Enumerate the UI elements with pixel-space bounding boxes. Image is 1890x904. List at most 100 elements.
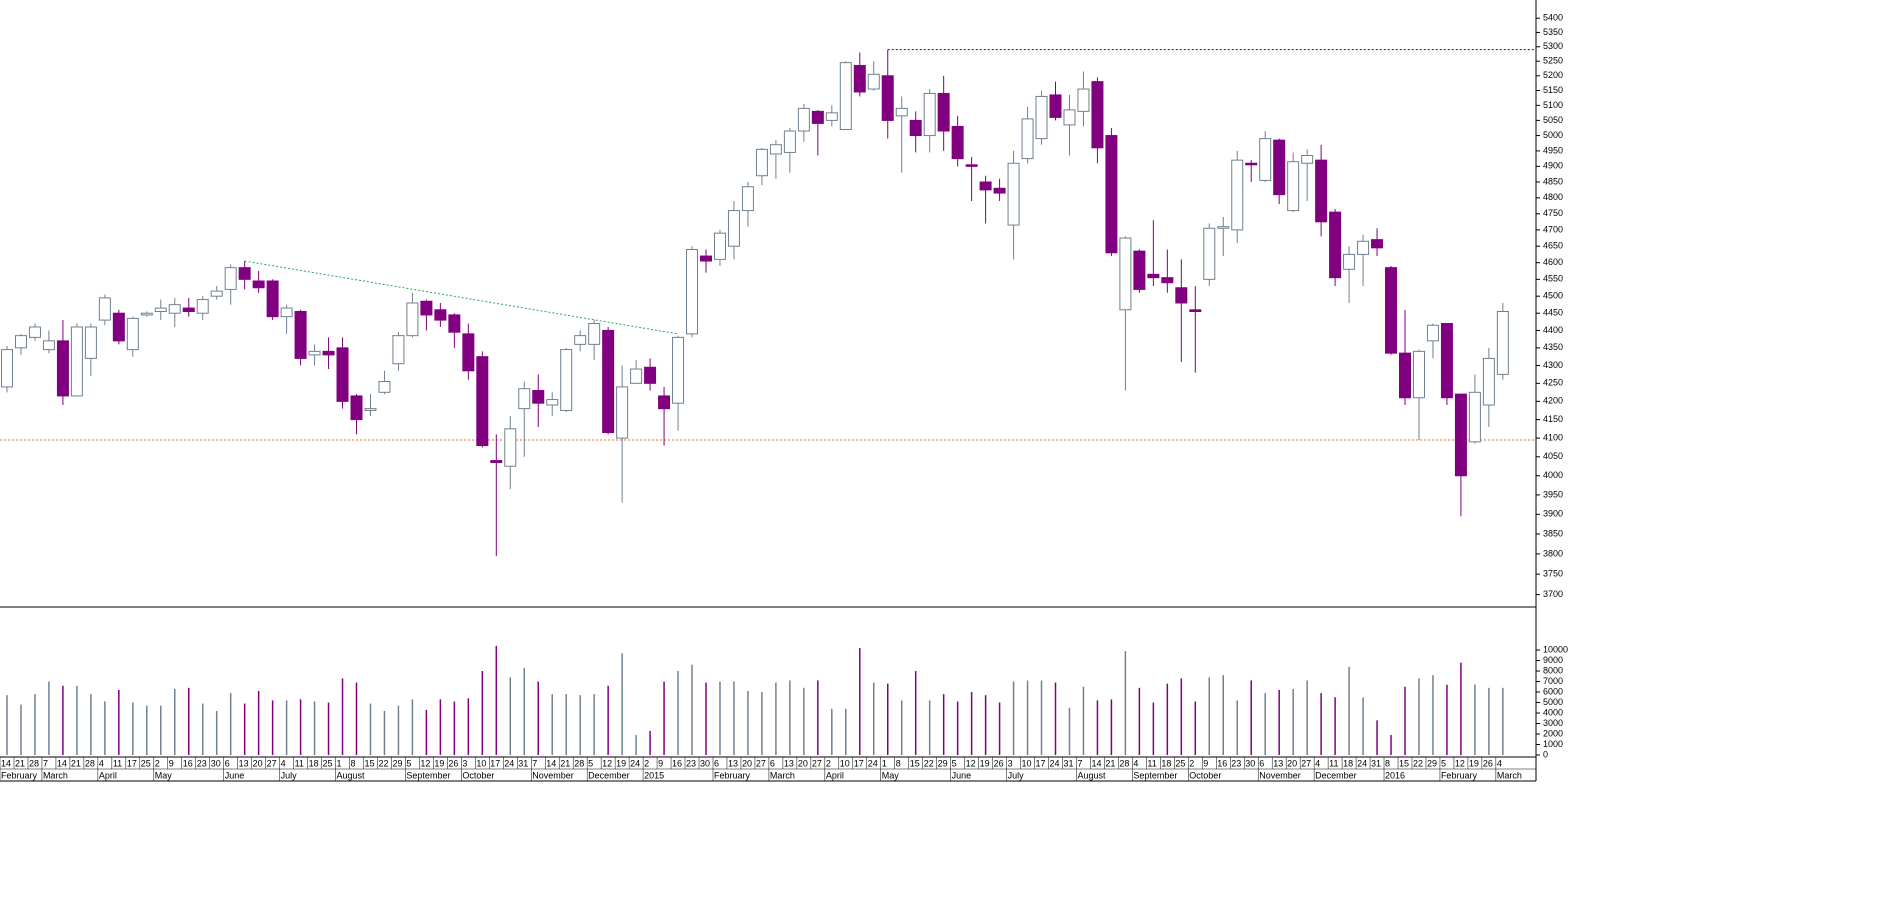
x-tick-label: 12 (966, 758, 976, 768)
y-tick-label: 4250 (1543, 378, 1563, 388)
month-label: March (770, 770, 795, 780)
x-tick-label: 17 (854, 758, 864, 768)
x-tick-label: 18 (1161, 758, 1171, 768)
y-tick-label: 4100 (1543, 432, 1563, 442)
candle-body (490, 460, 503, 463)
y-tick-label: 4650 (1543, 241, 1563, 251)
candle-body (182, 307, 195, 313)
x-tick-label: 24 (1357, 758, 1367, 768)
candle-body (476, 356, 489, 447)
candle-body (140, 312, 153, 316)
candle-body (84, 326, 97, 359)
y-tick-label: 10000 (1543, 644, 1568, 654)
month-label: February (1, 770, 38, 780)
x-tick-label: 28 (29, 758, 39, 768)
x-tick-label: 13 (239, 758, 249, 768)
candle-body (1147, 273, 1160, 279)
x-tick-label: 15 (1399, 758, 1409, 768)
month-label: December (1315, 770, 1357, 780)
x-tick-label: 30 (211, 758, 221, 768)
x-tick-label: 26 (448, 758, 458, 768)
x-tick-label: 21 (71, 758, 81, 768)
candle-body (448, 314, 461, 333)
x-tick-label: 7 (43, 758, 48, 768)
x-tick-label: 14 (1091, 758, 1101, 768)
candle-body (630, 368, 643, 384)
y-tick-label: 9000 (1543, 655, 1563, 665)
candle-body (1412, 350, 1425, 399)
candle-body (518, 388, 531, 410)
x-tick-label: 7 (1077, 758, 1082, 768)
candle-body (602, 329, 615, 434)
y-tick-label: 5150 (1543, 85, 1563, 95)
x-tick-label: 12 (602, 758, 612, 768)
candle-body (224, 267, 237, 290)
candle-body (1287, 161, 1300, 212)
candle-body (1454, 393, 1467, 477)
x-tick-label: 27 (812, 758, 822, 768)
y-tick-label: 4950 (1543, 145, 1563, 155)
y-tick-label: 4600 (1543, 257, 1563, 267)
x-tick-label: 6 (714, 758, 719, 768)
candle-body (252, 280, 265, 289)
candle-body (560, 349, 573, 411)
x-tick-label: 6 (225, 758, 230, 768)
y-tick-label: 7000 (1543, 676, 1563, 686)
month-label: August (1077, 770, 1106, 780)
x-tick-label: 21 (1105, 758, 1115, 768)
candle-body (1301, 155, 1314, 164)
x-tick-label: 31 (518, 758, 528, 768)
month-label: February (714, 770, 751, 780)
x-tick-label: 16 (672, 758, 682, 768)
month-label: December (588, 770, 630, 780)
month-label: November (532, 770, 574, 780)
candle-body (727, 210, 740, 247)
candle-body (280, 307, 293, 318)
candle-body (238, 267, 251, 280)
month-label: September (406, 770, 450, 780)
y-tick-label: 5100 (1543, 100, 1563, 110)
x-tick-label: 8 (896, 758, 901, 768)
y-tick-label: 4700 (1543, 224, 1563, 234)
candle-body (853, 65, 866, 93)
x-tick-label: 15 (910, 758, 920, 768)
x-tick-label: 27 (267, 758, 277, 768)
month-label: October (1189, 770, 1221, 780)
x-tick-label: 14 (1, 758, 11, 768)
x-tick-label: 29 (392, 758, 402, 768)
candle-body (1385, 267, 1398, 354)
x-tick-label: 30 (700, 758, 710, 768)
candle-body (1161, 277, 1174, 284)
y-tick-label: 5000 (1543, 697, 1563, 707)
x-tick-label: 4 (99, 758, 104, 768)
candle-body (616, 386, 629, 439)
x-tick-label: 4 (1315, 758, 1320, 768)
y-tick-label: 3750 (1543, 569, 1563, 579)
x-tick-label: 1 (337, 758, 342, 768)
candle-body (42, 340, 55, 351)
x-tick-label: 11 (113, 758, 122, 768)
candle-body (322, 350, 335, 356)
month-label: October (462, 770, 494, 780)
candle-body (1440, 323, 1453, 399)
month-label: March (1497, 770, 1522, 780)
y-tick-label: 8000 (1543, 665, 1563, 675)
x-tick-label: 28 (1119, 758, 1129, 768)
candle-body (1, 349, 13, 388)
candle-body (1217, 226, 1230, 229)
x-tick-label: 26 (994, 758, 1004, 768)
y-tick-label: 3850 (1543, 528, 1563, 538)
x-tick-label: 18 (1343, 758, 1353, 768)
month-label: 2015 (644, 770, 664, 780)
candle-body (755, 148, 768, 177)
y-tick-label: 4750 (1543, 208, 1563, 218)
candle-body (672, 336, 685, 404)
x-tick-label: 24 (868, 758, 878, 768)
x-tick-label: 31 (1063, 758, 1073, 768)
x-tick-label: 4 (1497, 758, 1502, 768)
y-tick-label: 4550 (1543, 274, 1563, 284)
y-tick-label: 4450 (1543, 308, 1563, 318)
y-tick-label: 4150 (1543, 414, 1563, 424)
x-tick-label: 16 (1217, 758, 1227, 768)
